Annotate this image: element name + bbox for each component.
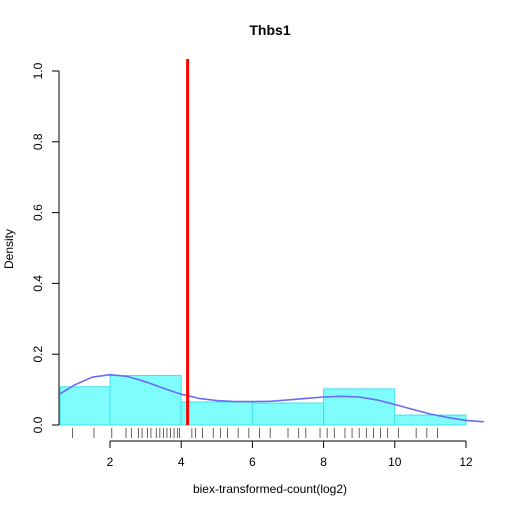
y-tick-label-0: 0.0 [31, 416, 45, 433]
y-tick-label-2: 0.4 [31, 275, 45, 292]
x-axis: 2 4 6 8 10 12 [107, 440, 473, 469]
density-curve-group [59, 373, 484, 423]
x-tick-label-5: 12 [459, 455, 473, 469]
histogram-bar-0 [59, 386, 111, 426]
y-tick-label-4: 0.8 [31, 133, 45, 150]
x-tick-label-4: 10 [388, 455, 402, 469]
histogram-bar-1 [109, 374, 182, 426]
y-axis: 0.0 0.2 0.4 0.6 0.8 1.0 [31, 62, 60, 433]
x-axis-label: biex-transformed-count(log2) [193, 482, 347, 496]
y-tick-label-5: 1.0 [31, 62, 45, 79]
x-tick-label-0: 2 [107, 455, 114, 469]
y-tick-label-3: 0.6 [31, 204, 45, 221]
y-axis-label: Density [2, 229, 16, 269]
histogram-bar-5 [394, 414, 467, 426]
histogram-bars [59, 374, 467, 426]
y-tick-label-1: 0.2 [31, 346, 45, 363]
histogram-bar-3 [251, 402, 325, 426]
x-tick-label-1: 4 [178, 455, 185, 469]
rug-marks [72, 428, 438, 438]
x-tick-label-3: 8 [320, 455, 327, 469]
histogram-bar-4 [323, 388, 396, 426]
density-curve [59, 373, 484, 423]
histogram-bar-2 [180, 401, 253, 426]
x-tick-label-2: 6 [249, 455, 256, 469]
chart-title: Thbs1 [249, 22, 290, 38]
